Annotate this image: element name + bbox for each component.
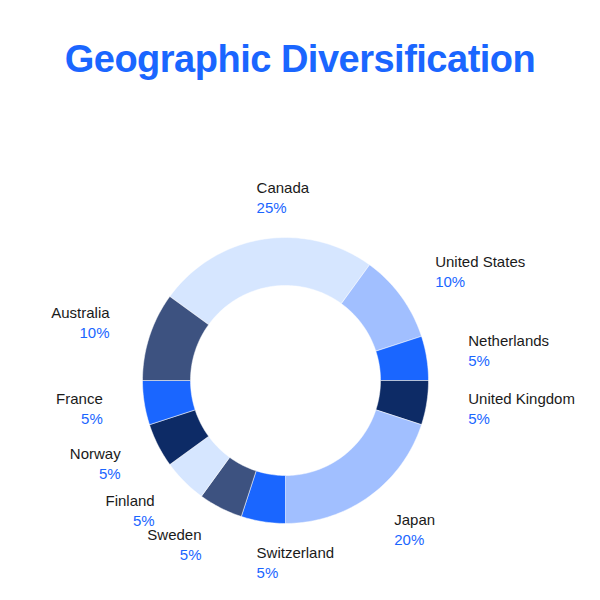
svg-text:Finland: Finland	[105, 492, 154, 509]
svg-text:United States: United States	[435, 253, 525, 270]
svg-text:5%: 5%	[468, 410, 490, 427]
html-text:Geographic Diversification: Geographic Diversification	[64, 38, 536, 80]
svg-text:10%: 10%	[80, 324, 110, 341]
svg-text:Australia: Australia	[51, 304, 110, 321]
svg-text:Canada: Canada	[257, 179, 310, 196]
svg-text:Netherlands: Netherlands	[468, 332, 549, 349]
svg-text:5%: 5%	[99, 465, 121, 482]
svg-text:Switzerland: Switzerland	[257, 544, 335, 561]
svg-text:5%: 5%	[81, 410, 103, 427]
svg-text:Japan: Japan	[394, 511, 435, 528]
svg-text:United Kingdom: United Kingdom	[468, 390, 575, 407]
svg-text:France: France	[56, 390, 103, 407]
svg-text:Norway: Norway	[70, 445, 121, 462]
svg-text:10%: 10%	[435, 273, 465, 290]
svg-text:5%: 5%	[133, 512, 155, 529]
svg-text:5%: 5%	[257, 564, 279, 581]
svg-text:Sweden: Sweden	[147, 526, 201, 543]
svg-text:5%: 5%	[468, 352, 490, 369]
svg-text:5%: 5%	[180, 546, 202, 563]
svg-text:25%: 25%	[257, 199, 287, 216]
svg-text:20%: 20%	[394, 531, 424, 548]
